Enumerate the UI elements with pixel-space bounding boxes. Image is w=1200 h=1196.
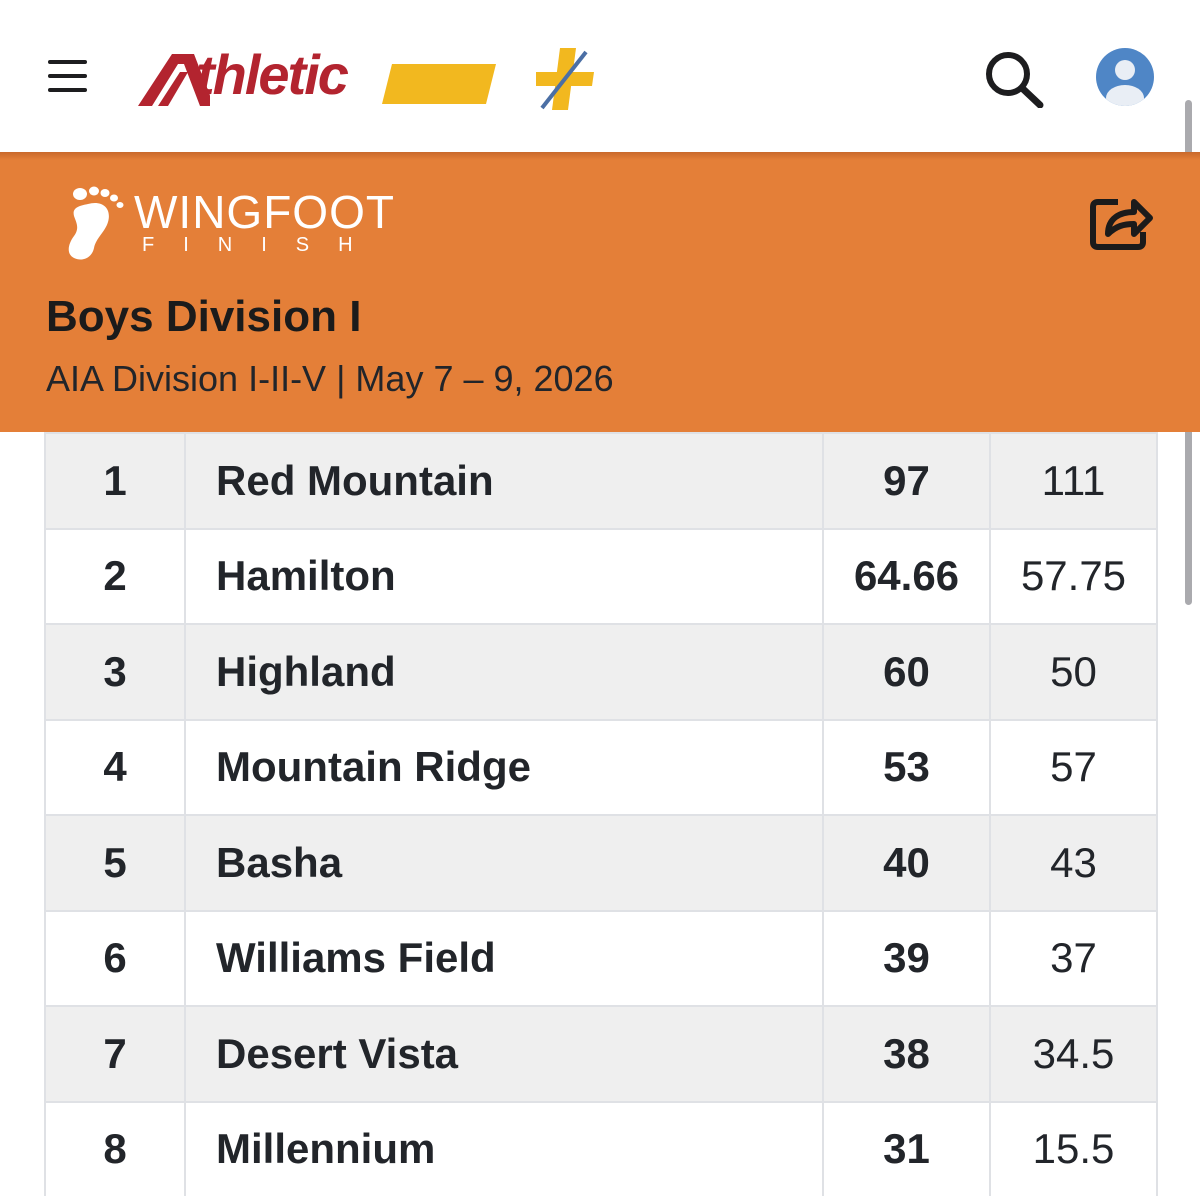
search-icon[interactable] (984, 50, 1044, 108)
table-row[interactable]: 2 Hamilton 64.66 57.75 (44, 527, 1158, 625)
hamburger-menu-icon[interactable] (48, 58, 88, 94)
rank-cell: 4 (44, 718, 186, 816)
team-name-cell[interactable]: Basha (184, 814, 824, 912)
projected-points-cell: 111 (989, 432, 1158, 530)
points-cell: 38 (822, 1005, 991, 1103)
table-row[interactable]: 8 Millennium 31 15.5 (44, 1100, 1158, 1196)
team-name-cell[interactable]: Hamilton (184, 527, 824, 625)
projected-points-cell: 37 (989, 909, 1158, 1007)
table-row[interactable]: 7 Desert Vista 38 34.5 (44, 1005, 1158, 1103)
team-name-cell[interactable]: Mountain Ridge (184, 718, 824, 816)
rank-cell: 1 (44, 432, 186, 530)
team-name-cell[interactable]: Desert Vista (184, 1005, 824, 1103)
share-icon[interactable] (1088, 192, 1154, 250)
projected-points-cell: 34.5 (989, 1005, 1158, 1103)
points-cell: 53 (822, 718, 991, 816)
footprint-icon (68, 186, 124, 260)
table-row[interactable]: 5 Basha 40 43 (44, 814, 1158, 912)
meet-header-banner (0, 152, 1200, 432)
athleticlive-logo[interactable]: thletic (138, 44, 498, 106)
projected-points-cell: 15.5 (989, 1100, 1158, 1196)
table-row[interactable]: 1 Red Mountain 97 111 (44, 432, 1158, 530)
meet-subtitle: AIA Division I-II-V | May 7 – 9, 2026 (46, 358, 614, 399)
projected-points-cell: 57.75 (989, 527, 1158, 625)
team-name-cell[interactable]: Red Mountain (184, 432, 824, 530)
wingfoot-brand-subtitle: FINISH (142, 234, 382, 256)
points-cell: 39 (822, 909, 991, 1007)
team-standings-table: 1 Red Mountain 97 111 2 Hamilton 64.66 5… (44, 432, 1158, 1196)
table-row[interactable]: 4 Mountain Ridge 53 57 (44, 718, 1158, 816)
plus-icon[interactable] (536, 48, 594, 110)
top-navigation-bar: thletic LIVE (0, 0, 1200, 152)
rank-cell: 5 (44, 814, 186, 912)
points-cell: 60 (822, 623, 991, 721)
points-cell: 97 (822, 432, 991, 530)
logo-live-badge (382, 64, 496, 104)
wingfoot-finish-logo: WINGFOOT FINISH (64, 186, 424, 262)
team-name-cell[interactable]: Millennium (184, 1100, 824, 1196)
points-cell: 64.66 (822, 527, 991, 625)
projected-points-cell: 50 (989, 623, 1158, 721)
projected-points-cell: 43 (989, 814, 1158, 912)
rank-cell: 6 (44, 909, 186, 1007)
meet-title: Boys Division I (46, 292, 362, 341)
rank-cell: 7 (44, 1005, 186, 1103)
projected-points-cell: 57 (989, 718, 1158, 816)
rank-cell: 2 (44, 527, 186, 625)
user-avatar-icon[interactable] (1096, 48, 1154, 106)
logo-live-text: LIVE (390, 27, 457, 60)
points-cell: 40 (822, 814, 991, 912)
wingfoot-brand-title: WINGFOOT (134, 186, 395, 238)
team-name-cell[interactable]: Williams Field (184, 909, 824, 1007)
rank-cell: 3 (44, 623, 186, 721)
athleticlive-logo-mark-icon (138, 54, 210, 106)
team-name-cell[interactable]: Highland (184, 623, 824, 721)
rank-cell: 8 (44, 1100, 186, 1196)
logo-wordmark: thletic (196, 43, 349, 106)
table-row[interactable]: 6 Williams Field 39 37 (44, 909, 1158, 1007)
table-row[interactable]: 3 Highland 60 50 (44, 623, 1158, 721)
points-cell: 31 (822, 1100, 991, 1196)
